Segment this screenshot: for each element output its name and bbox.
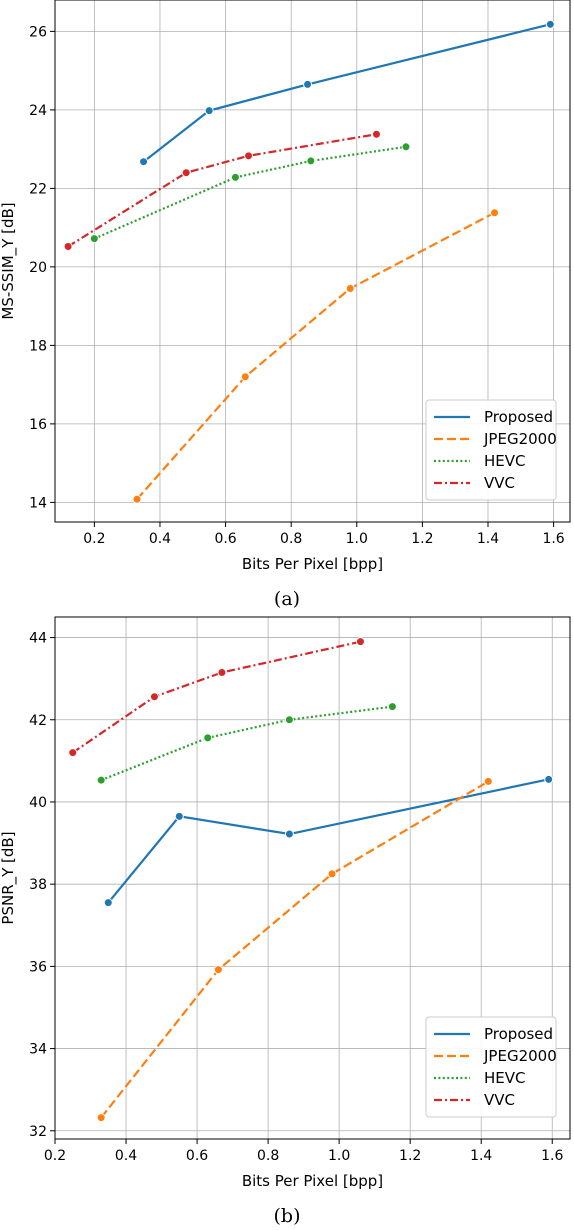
x-axis-label: Bits Per Pixel [bpp] [242, 1172, 383, 1190]
data-point-jpeg2000 [327, 869, 337, 879]
data-point-proposed [284, 829, 294, 839]
series-line-hevc [93, 145, 407, 240]
data-point-proposed [139, 157, 149, 167]
x-tick-label: 1.0 [328, 1148, 350, 1164]
series-line-proposed [142, 23, 551, 163]
chart-b: 0.2 0.4 0.6 0.8 1.0 1.2 1.4 1.6 32 34 36 38 40 42 44 Bi… [0, 616, 571, 1190]
legend: Proposed JPEG2000 HEVC VVC [425, 1016, 557, 1118]
data-point-jpeg2000 [132, 494, 142, 504]
y-tick-label: 24 [29, 103, 47, 119]
series-line-hevc [100, 705, 393, 782]
x-tick-label: 1.4 [477, 531, 499, 547]
data-point-vvc [217, 667, 227, 677]
x-tick-label: 1.4 [470, 1148, 492, 1164]
y-tick-label: 34 [29, 1042, 47, 1058]
legend-label: HEVC [484, 452, 526, 470]
y-tick-label: 14 [29, 495, 47, 511]
data-point-hevc [401, 142, 411, 152]
y-tick-label: 36 [29, 959, 47, 975]
data-point-hevc [203, 733, 213, 743]
data-point-jpeg2000 [345, 283, 355, 293]
y-tick-label: 40 [29, 795, 47, 811]
data-point-jpeg2000 [483, 776, 493, 786]
legend-box [425, 1016, 557, 1118]
legend-label: VVC [484, 474, 515, 492]
legend-label: Proposed [484, 1025, 553, 1043]
y-tick-label: 26 [29, 24, 47, 40]
series-line-vvc [67, 133, 377, 248]
data-point-vvc [68, 748, 78, 758]
y-tick-label: 16 [29, 417, 47, 433]
plot-frame [54, 0, 571, 523]
data-point-vvc [371, 129, 381, 139]
data-point-proposed [204, 106, 214, 116]
series-line-jpeg2000 [100, 780, 489, 1119]
data-point-proposed [103, 898, 113, 908]
data-point-vvc [181, 168, 191, 178]
caption-b: (b) [273, 1205, 301, 1227]
x-tick-label: 0.2 [83, 531, 105, 547]
y-tick-label: 22 [29, 181, 47, 197]
legend-label: Proposed [484, 408, 553, 426]
x-tick-label: 0.8 [257, 1148, 279, 1164]
y-axis-label: PSNR_Y [dB] [0, 831, 18, 924]
data-point-hevc [387, 702, 397, 712]
x-tick-label: 1.0 [346, 531, 368, 547]
data-point-proposed [174, 811, 184, 821]
x-tick-label: 0.8 [280, 531, 302, 547]
y-tick-label: 38 [29, 877, 47, 893]
x-tick-label: 1.6 [542, 531, 564, 547]
data-point-vvc [149, 692, 159, 702]
series-line-proposed [107, 778, 549, 904]
legend-label: JPEG2000 [483, 430, 557, 448]
y-tick-label: 18 [29, 338, 47, 354]
data-point-proposed [303, 79, 313, 89]
y-tick-label: 20 [29, 260, 47, 276]
x-tick-label: 1.2 [411, 531, 433, 547]
x-tick-label: 0.4 [115, 1148, 137, 1164]
plot-frame [54, 616, 571, 1140]
x-axis-label: Bits Per Pixel [bpp] [242, 555, 383, 573]
legend-label: JPEG2000 [483, 1047, 557, 1065]
data-point-hevc [96, 775, 106, 785]
series-line-vvc [72, 640, 361, 754]
caption-a: (a) [273, 588, 301, 610]
legend-box [425, 399, 557, 501]
legend-label: VVC [484, 1091, 515, 1109]
x-tick-label: 1.2 [399, 1148, 421, 1164]
data-point-jpeg2000 [240, 372, 250, 382]
data-point-jpeg2000 [213, 965, 223, 975]
data-point-proposed [544, 774, 554, 784]
data-point-vvc [63, 241, 73, 251]
y-tick-label: 42 [29, 713, 47, 729]
data-point-hevc [284, 715, 294, 725]
legend-label: HEVC [484, 1069, 526, 1087]
data-point-hevc [306, 156, 316, 166]
y-tick-label: 32 [29, 1124, 47, 1140]
data-point-jpeg2000 [96, 1113, 106, 1123]
y-axis-label: MS-SSIM_Y [dB] [0, 202, 18, 319]
x-tick-label: 1.6 [541, 1148, 563, 1164]
x-tick-label: 0.2 [44, 1148, 66, 1164]
chart-a: 0.2 0.4 0.6 0.8 1.0 1.2 1.4 1.6 14 16 18 20 22 24 26 Bi… [0, 0, 571, 573]
data-point-hevc [230, 172, 240, 182]
x-tick-label: 0.4 [149, 531, 171, 547]
data-point-vvc [355, 637, 365, 647]
x-tick-label: 0.6 [214, 531, 236, 547]
y-tick-label: 44 [29, 631, 47, 647]
legend: Proposed JPEG2000 HEVC VVC [425, 399, 557, 501]
x-tick-label: 0.6 [186, 1148, 208, 1164]
data-point-jpeg2000 [490, 208, 500, 218]
data-point-proposed [545, 19, 555, 29]
data-point-hevc [89, 234, 99, 244]
series-line-jpeg2000 [136, 211, 496, 500]
data-point-vvc [244, 151, 254, 161]
